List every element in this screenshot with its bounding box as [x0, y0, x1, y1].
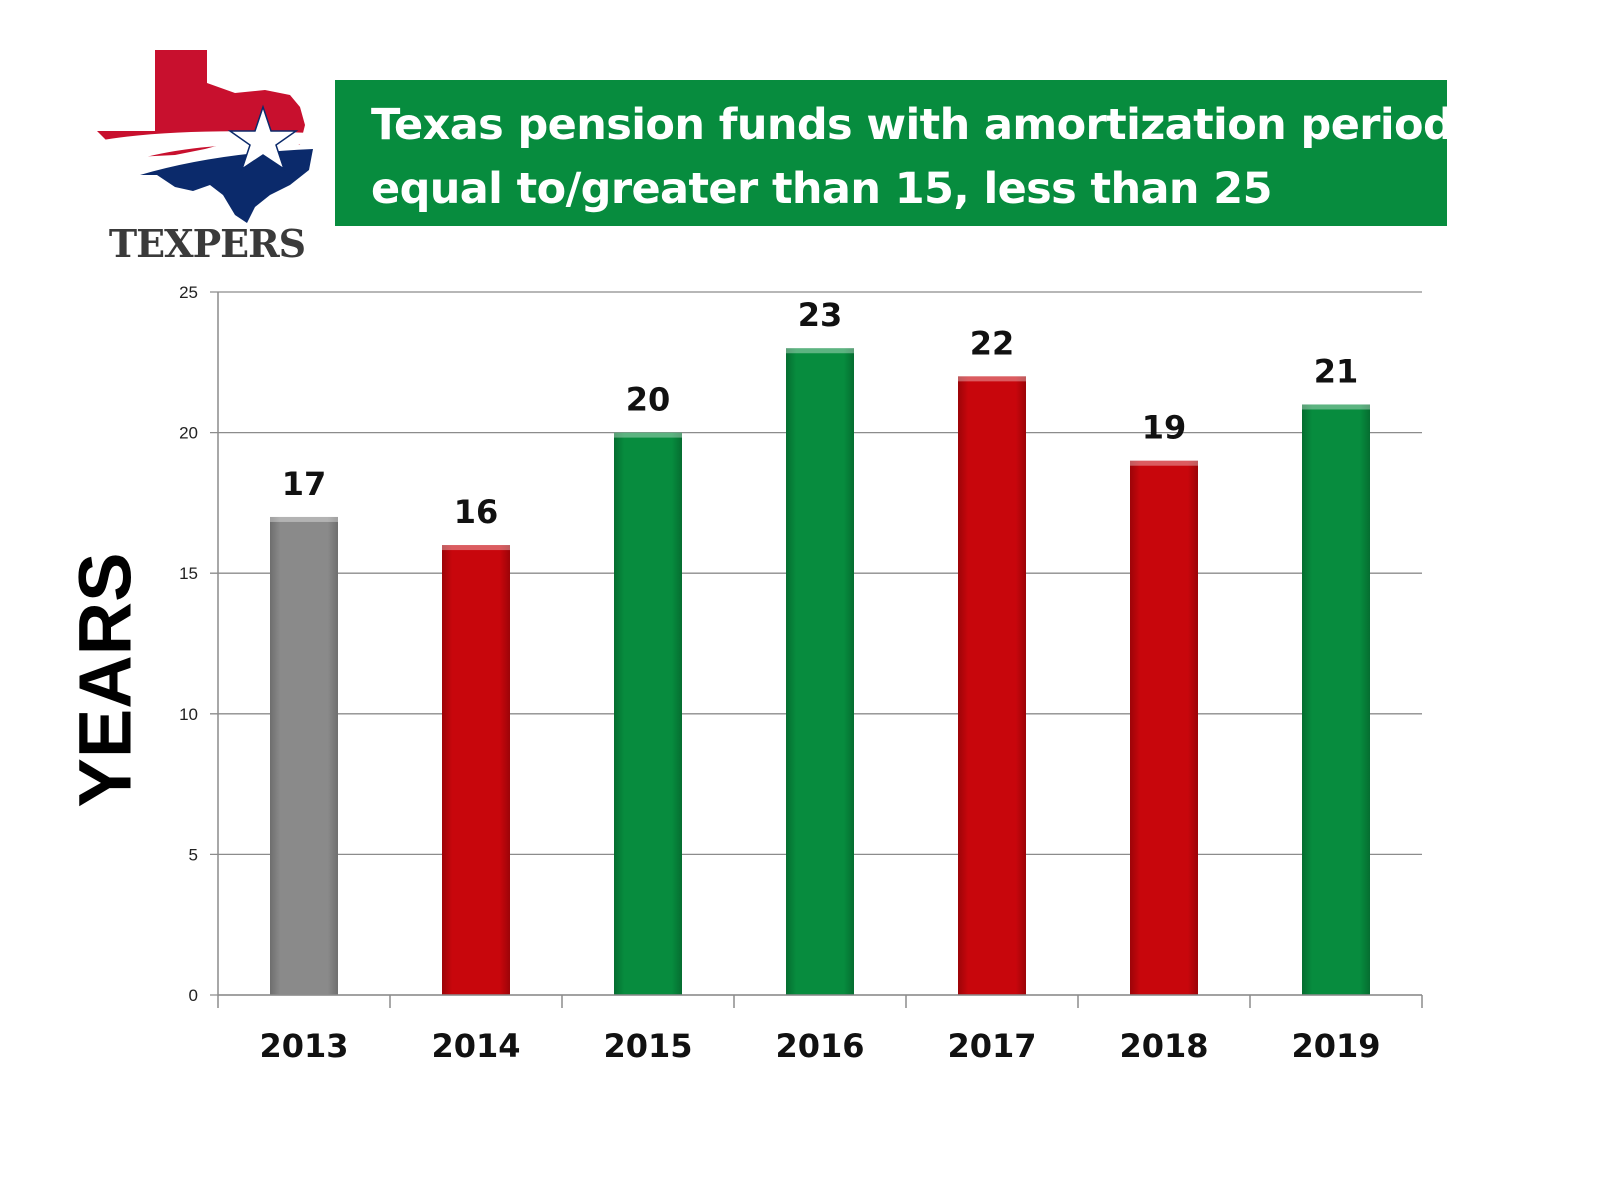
chart-title-banner: Texas pension funds with amortization pe… [335, 80, 1479, 226]
data-label-2015: 20 [626, 381, 671, 419]
x-tick-label-2016: 2016 [775, 1027, 864, 1065]
y-tick-label: 15 [179, 564, 198, 583]
bar-highlight [786, 348, 854, 354]
data-label-2019: 21 [1314, 352, 1359, 390]
x-tick-label-2014: 2014 [431, 1027, 520, 1065]
data-label-2014: 16 [454, 493, 499, 531]
bar-2013 [270, 516, 338, 995]
chart-title-line-1: Texas pension funds with amortization pe… [371, 100, 1479, 150]
logo-text: TEXPERS [109, 221, 305, 266]
bar-2014 [442, 545, 510, 995]
x-tick-label-2019: 2019 [1291, 1027, 1380, 1065]
y-tick-label: 20 [179, 424, 198, 443]
chart-title-line-2: equal to/greater than 15, less than 25 [371, 164, 1273, 214]
y-tick-label: 5 [189, 845, 198, 864]
data-labels: 17 16 20 23 22 19 21 [282, 296, 1359, 531]
bar-2019 [1302, 404, 1370, 996]
x-tick-label-2015: 2015 [603, 1027, 692, 1065]
x-tick-label-2018: 2018 [1119, 1027, 1208, 1065]
bar-2017 [958, 376, 1026, 995]
x-tick-label-2013: 2013 [259, 1027, 348, 1065]
bar-highlight [1302, 404, 1370, 410]
data-label-2016: 23 [798, 296, 843, 334]
data-label-2013: 17 [282, 465, 327, 503]
x-axis-ticks: 2013 2014 2015 2016 2017 2018 2019 [259, 1027, 1380, 1065]
bar-2018 [1130, 460, 1198, 996]
x-tick-label-2017: 2017 [947, 1027, 1036, 1065]
y-tick-label: 25 [179, 283, 198, 302]
bar-highlight [1130, 460, 1198, 466]
bars [270, 348, 1370, 996]
y-axis-ticks: 0 5 10 15 20 25 [179, 283, 198, 1005]
axes [217, 292, 1423, 1008]
star-icon [227, 104, 299, 171]
texas-map-logo-icon: TEXPERS [97, 50, 313, 266]
logo-blue-shape [140, 149, 313, 223]
bar-2016 [786, 348, 854, 995]
bar-highlight [958, 376, 1026, 382]
y-tick-label: 0 [189, 986, 198, 1005]
data-label-2017: 22 [970, 324, 1015, 362]
bar-2015 [614, 432, 682, 996]
texpers-logo: TEXPERS [95, 45, 320, 275]
bar-highlight [614, 432, 682, 438]
data-label-2018: 19 [1142, 409, 1187, 447]
y-tick-label: 10 [179, 705, 198, 724]
bar-highlight [442, 545, 510, 551]
bar-highlight [270, 516, 338, 522]
